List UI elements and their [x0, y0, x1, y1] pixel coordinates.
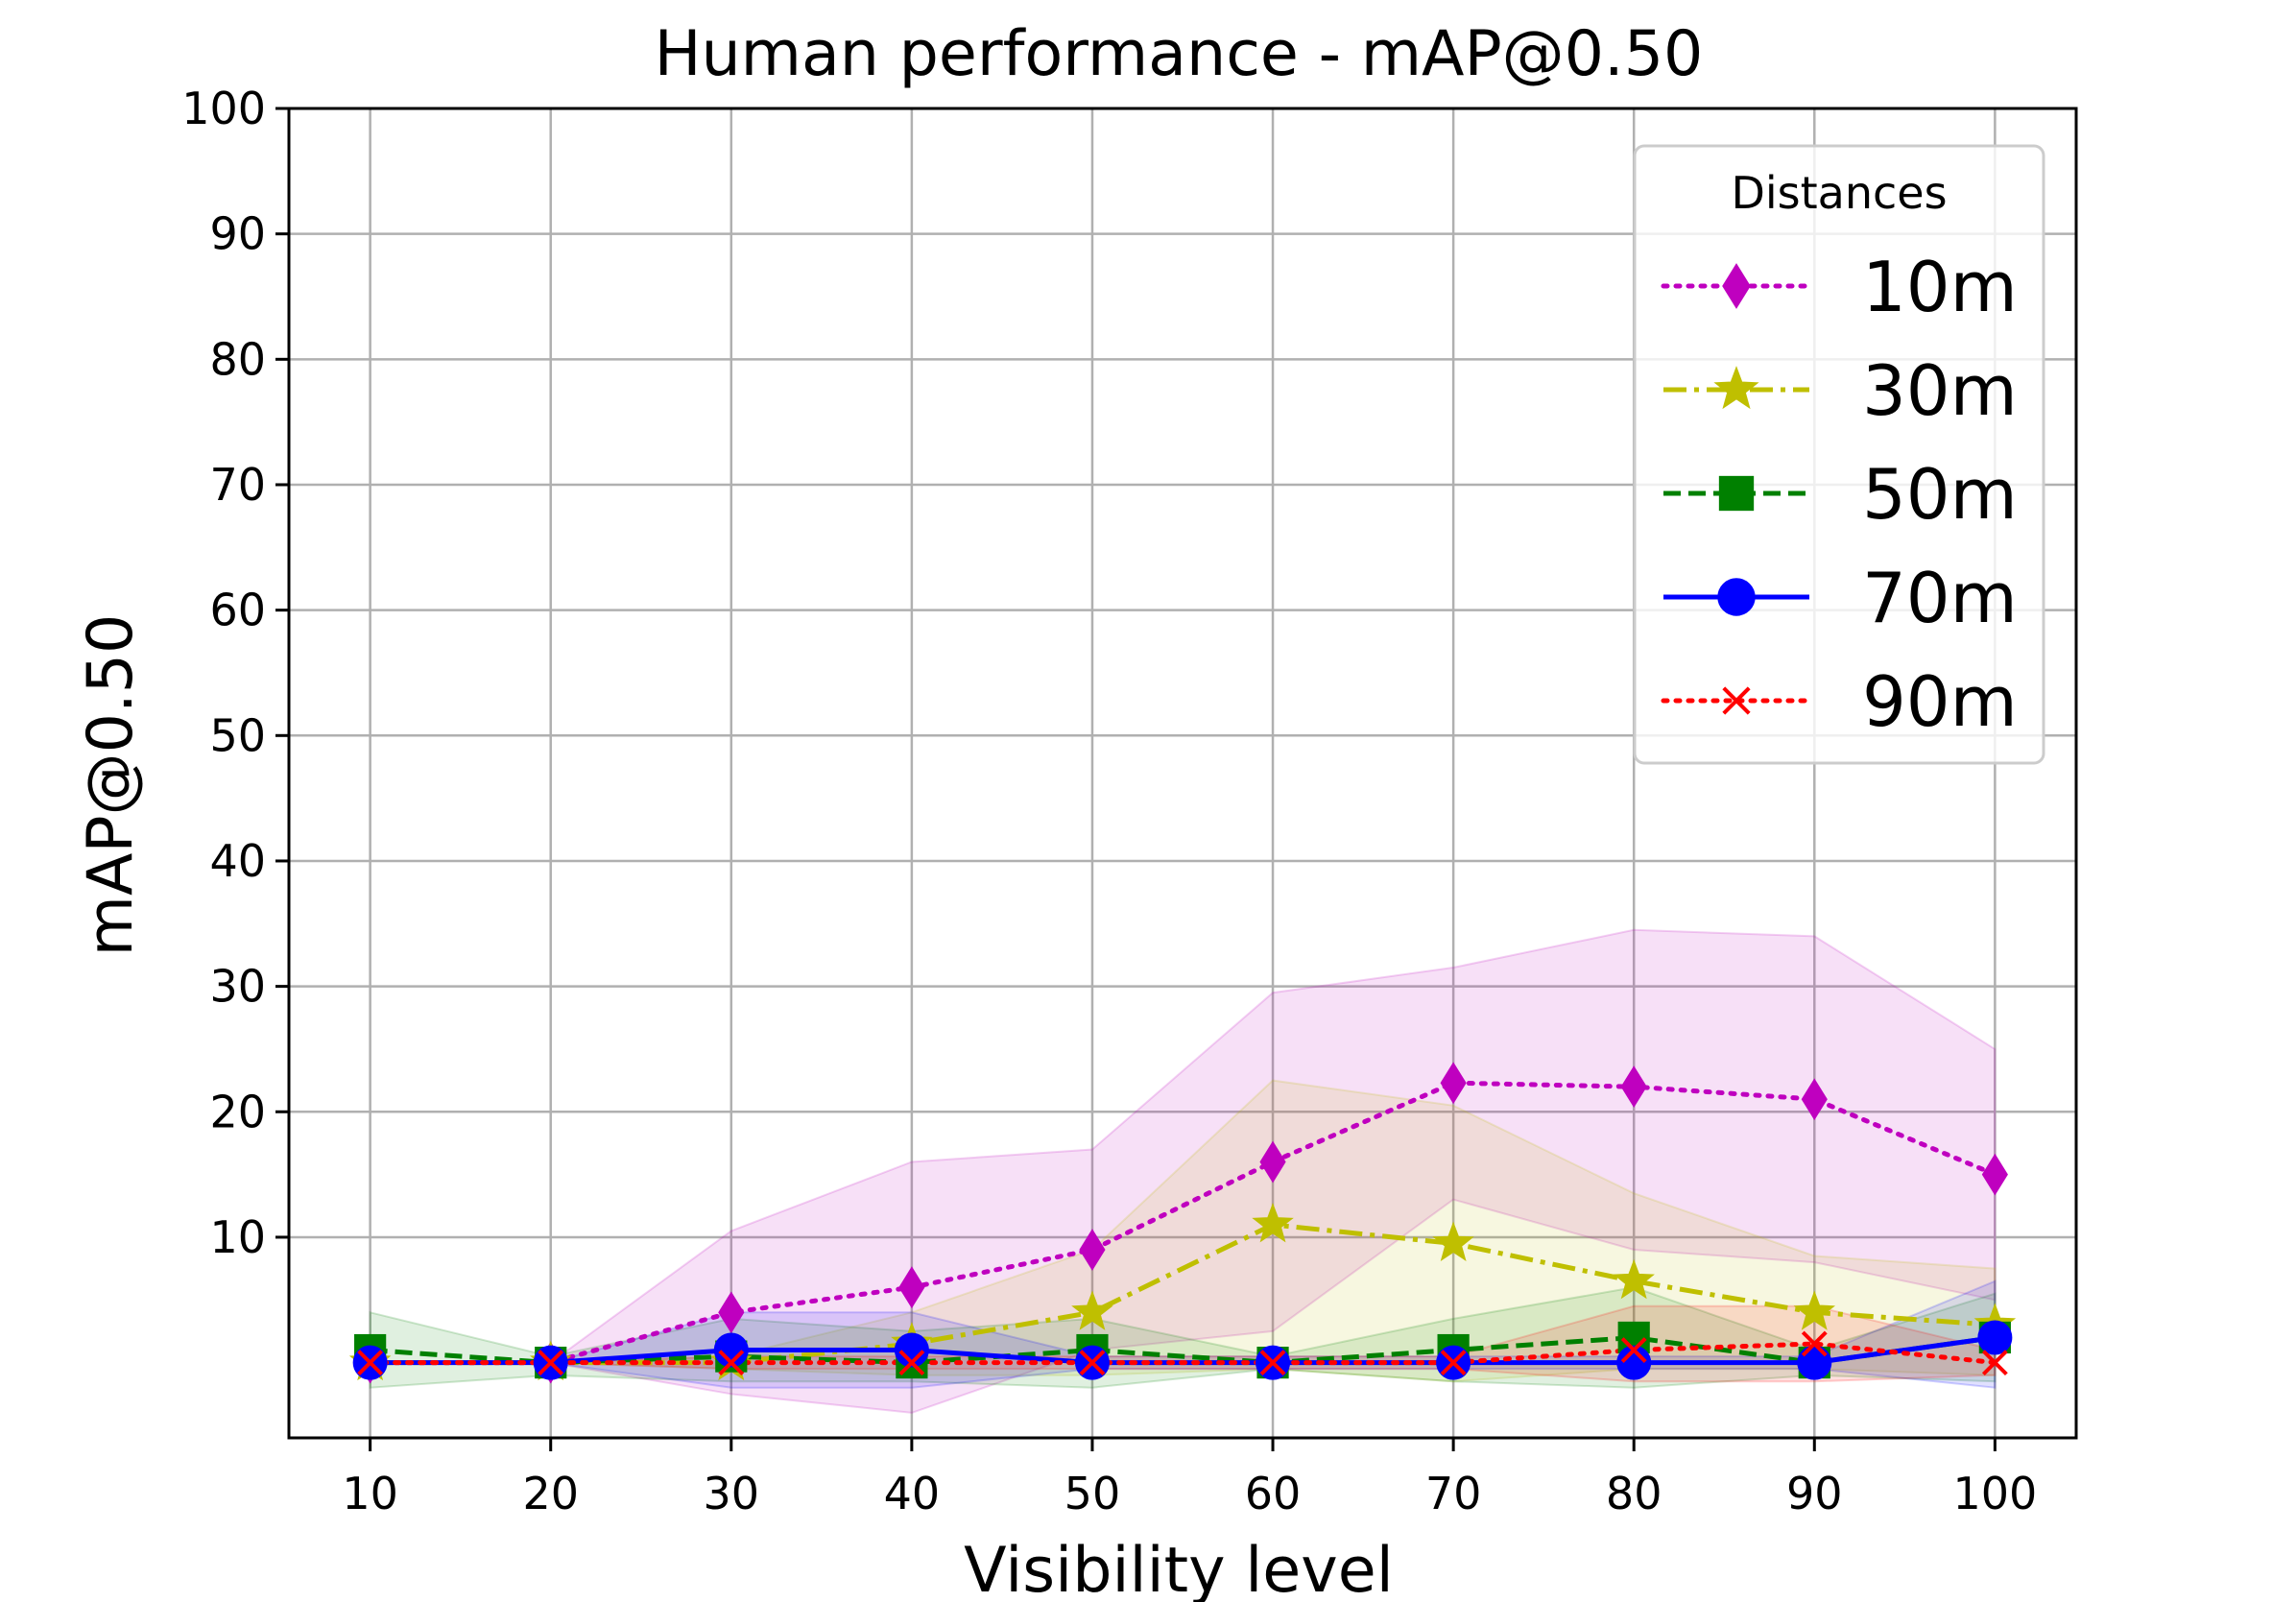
data-point-90m	[1079, 1350, 1106, 1376]
x-axis-label: Visibility level	[964, 1535, 1394, 1602]
data-point-90m	[1801, 1330, 1828, 1357]
x-tick-label: 30	[704, 1468, 760, 1519]
x-tick-label: 50	[1064, 1468, 1121, 1519]
data-point-70m	[1797, 1345, 1832, 1380]
legend-label-50m: 50m	[1862, 454, 2018, 535]
legend: Distances 10m 30m 50m 70m 90m	[1633, 144, 2045, 765]
data-point-10m	[1259, 1140, 1286, 1184]
x-axis-ticks: 10 20 30 40 50 60 70 80 90 100	[342, 1438, 2037, 1519]
data-point-90m	[1981, 1350, 2008, 1376]
legend-label-90m: 90m	[1862, 661, 2018, 742]
x-tick-label: 90	[1786, 1468, 1843, 1519]
y-axis-label: mAP@0.50	[75, 614, 147, 957]
x-tick-label: 20	[522, 1468, 579, 1519]
x-tick-label: 100	[1952, 1468, 2037, 1519]
legend-entry-70m: 70m	[1663, 558, 2018, 638]
legend-marker-50m	[1718, 475, 1755, 512]
chart-title: Human performance - mAP@0.50	[655, 18, 1704, 90]
y-tick-label: 70	[209, 459, 266, 511]
y-tick-label: 50	[209, 709, 266, 761]
plot-area	[287, 107, 2078, 1440]
data-point-10m	[1440, 1062, 1467, 1105]
data-point-70m	[894, 1332, 929, 1368]
y-tick-label: 100	[181, 83, 266, 134]
y-axis-ticks: 10 20 30 40 50 60 70 80 90 100	[181, 83, 289, 1263]
data-point-30m	[1793, 1290, 1836, 1330]
legend-title: Distances	[1731, 167, 1947, 219]
legend-marker-90m	[1722, 686, 1751, 715]
data-point-70m	[1616, 1345, 1652, 1380]
data-point-90m	[357, 1350, 384, 1376]
y-tick-label: 40	[209, 835, 266, 887]
x-tick-label: 60	[1245, 1468, 1302, 1519]
y-tick-label: 80	[209, 333, 266, 385]
legend-entry-90m: 90m	[1661, 661, 2018, 742]
legend-label-70m: 70m	[1862, 558, 2018, 638]
data-point-10m	[898, 1266, 925, 1309]
x-tick-label: 80	[1606, 1468, 1662, 1519]
y-tick-label: 20	[209, 1086, 266, 1137]
series-line-50m	[370, 1334, 1996, 1366]
data-point-90m	[718, 1350, 745, 1376]
legend-marker-30m	[1713, 366, 1759, 410]
confidence-bands	[369, 928, 1997, 1414]
data-point-90m	[538, 1350, 564, 1376]
legend-entry-30m: 30m	[1663, 350, 2018, 431]
data-point-70m	[1977, 1320, 2013, 1355]
data-point-30m	[1252, 1203, 1294, 1243]
data-point-70m	[713, 1332, 749, 1368]
plot-frame	[287, 107, 2078, 1440]
data-point-10m	[718, 1291, 745, 1334]
legend-marker-70m	[1717, 578, 1756, 616]
x-tick-label: 10	[342, 1468, 398, 1519]
series-line-10m	[368, 1080, 1997, 1366]
y-tick-label: 90	[209, 208, 266, 260]
y-tick-label: 60	[209, 585, 266, 636]
legend-marker-10m	[1722, 263, 1751, 309]
series-lines	[368, 1080, 1997, 1366]
data-point-90m	[898, 1350, 925, 1376]
y-tick-label: 30	[209, 961, 266, 1013]
data-point-10m	[1981, 1153, 2008, 1196]
legend-label-10m: 10m	[1862, 247, 2018, 327]
y-tick-label: 10	[209, 1211, 266, 1263]
data-point-10m	[1079, 1229, 1106, 1271]
data-point-30m	[1071, 1290, 1113, 1330]
data-point-30m	[1432, 1221, 1474, 1262]
data-point-90m	[1620, 1337, 1647, 1363]
x-tick-label: 40	[884, 1468, 941, 1519]
legend-entries: 10m 30m 50m 70m 90m	[1661, 247, 2018, 742]
x-tick-label: 70	[1425, 1468, 1482, 1519]
data-point-10m	[1620, 1065, 1647, 1109]
data-point-90m	[1440, 1350, 1467, 1376]
legend-entry-50m: 50m	[1663, 454, 2018, 535]
data-point-10m	[1801, 1078, 1828, 1121]
legend-label-30m: 30m	[1862, 350, 2018, 431]
series-line-30m	[370, 1222, 1996, 1366]
series-markers	[348, 1062, 2017, 1384]
legend-entry-10m: 10m	[1661, 247, 2018, 327]
data-point-30m	[1613, 1258, 1655, 1300]
data-point-90m	[1259, 1350, 1286, 1376]
series-line-90m	[368, 1341, 1997, 1366]
